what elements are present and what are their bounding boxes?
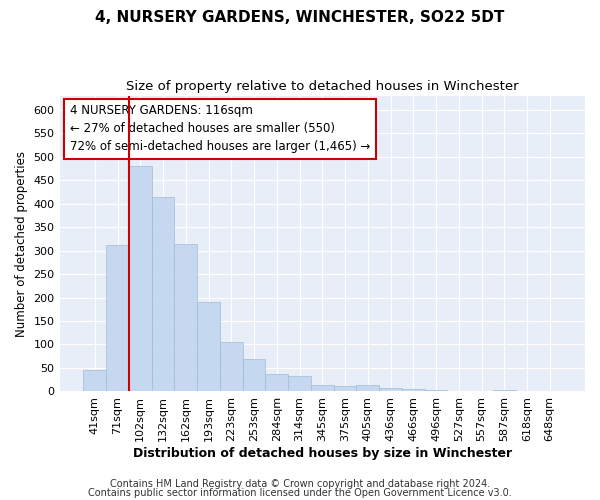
Bar [538, 390, 561, 392]
Bar [425, 390, 448, 392]
Bar [334, 386, 356, 392]
Bar [175, 244, 197, 392]
Bar [129, 166, 152, 392]
Bar [493, 390, 515, 392]
Bar [356, 386, 379, 392]
Bar [106, 245, 129, 392]
Bar [288, 376, 311, 392]
Bar [220, 342, 242, 392]
Bar [152, 197, 175, 392]
Bar [197, 302, 220, 392]
Bar [379, 388, 402, 392]
Text: 4, NURSERY GARDENS, WINCHESTER, SO22 5DT: 4, NURSERY GARDENS, WINCHESTER, SO22 5DT [95, 10, 505, 25]
Y-axis label: Number of detached properties: Number of detached properties [15, 150, 28, 336]
Bar [242, 359, 265, 392]
Bar [311, 385, 334, 392]
Title: Size of property relative to detached houses in Winchester: Size of property relative to detached ho… [126, 80, 518, 93]
X-axis label: Distribution of detached houses by size in Winchester: Distribution of detached houses by size … [133, 447, 512, 460]
Bar [402, 389, 425, 392]
Text: Contains public sector information licensed under the Open Government Licence v3: Contains public sector information licen… [88, 488, 512, 498]
Text: Contains HM Land Registry data © Crown copyright and database right 2024.: Contains HM Land Registry data © Crown c… [110, 479, 490, 489]
Bar [265, 374, 288, 392]
Text: 4 NURSERY GARDENS: 116sqm
← 27% of detached houses are smaller (550)
72% of semi: 4 NURSERY GARDENS: 116sqm ← 27% of detac… [70, 104, 370, 154]
Bar [83, 370, 106, 392]
